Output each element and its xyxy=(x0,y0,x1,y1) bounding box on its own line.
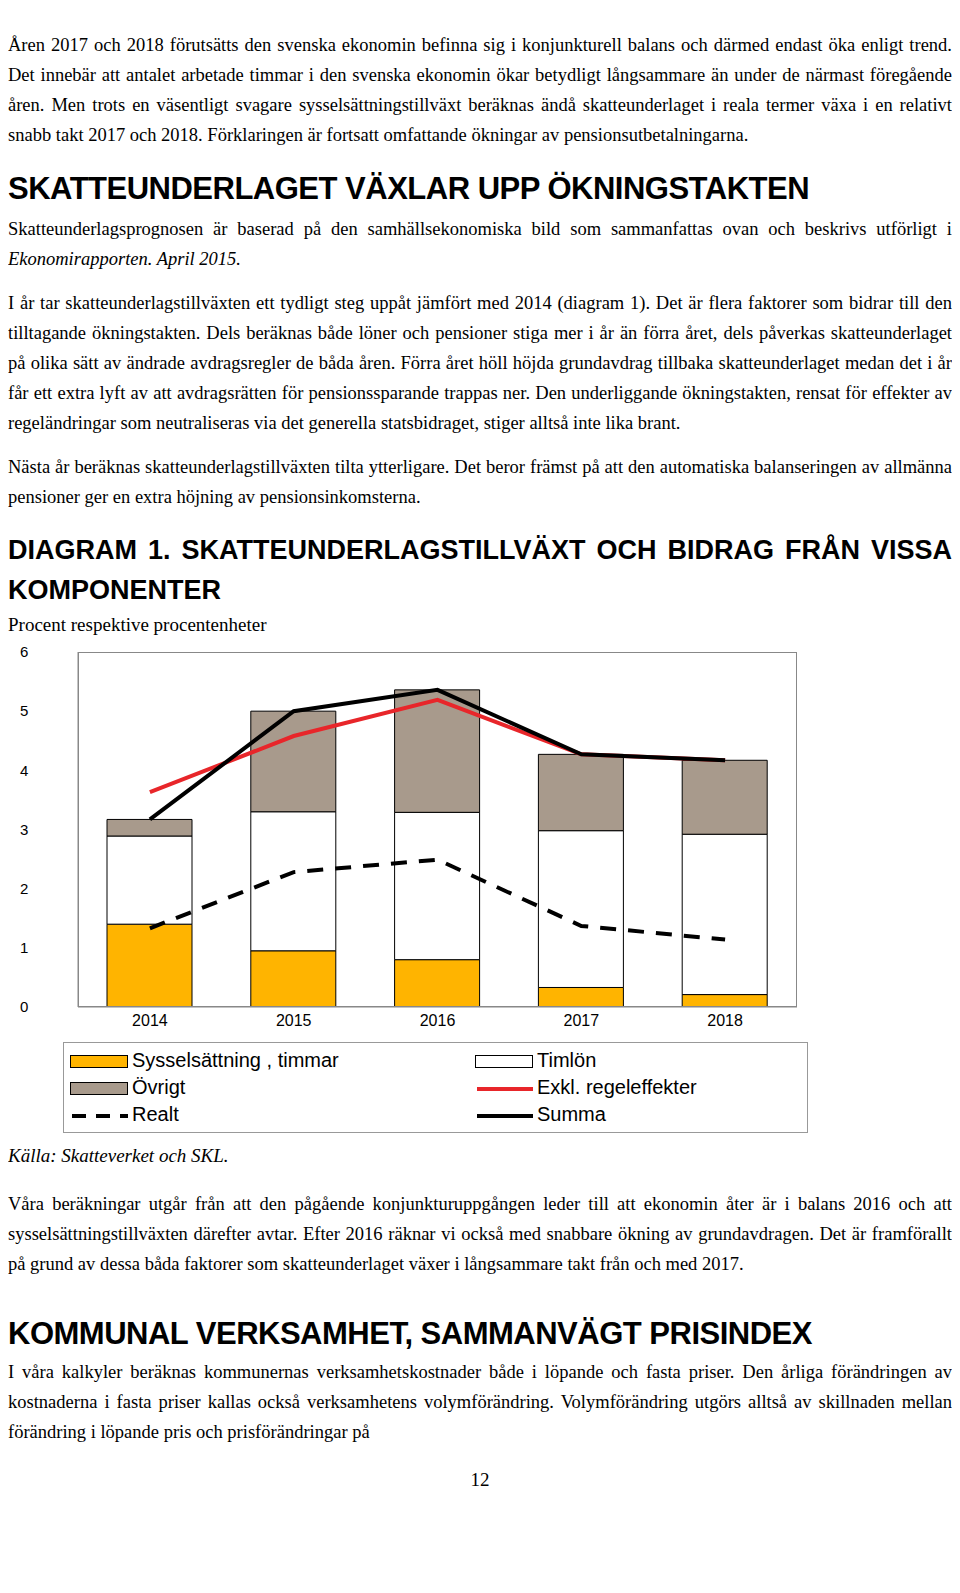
html-text:Åren 2017 och 2018 förutsätts: Åren 2017 och 2018 förutsätts den svensk… xyxy=(8,35,952,145)
svg-text:2014: 2014 xyxy=(132,1012,168,1029)
svg-text:6: 6 xyxy=(20,643,28,660)
svg-text:0: 0 xyxy=(20,998,28,1015)
html-text:Realt: Realt xyxy=(132,1103,179,1125)
html-text:Procent respektive procentenhe: Procent respektive procentenheter xyxy=(8,614,267,635)
html-text:I våra kalkyler beräknas kommu: I våra kalkyler beräknas kommunernas ver… xyxy=(8,1362,952,1442)
html-text:Timlön: Timlön xyxy=(537,1049,597,1071)
html-text:Sysselsättning , timmar: Sysselsättning , timmar xyxy=(132,1049,339,1071)
html-text:DIAGRAM 1. SKATTEUNDERLAGSTILL: DIAGRAM 1. SKATTEUNDERLAGSTILLVÄXT OCH B… xyxy=(8,535,952,605)
html-text:Exkl. regeleffekter: Exkl. regeleffekter xyxy=(537,1076,697,1098)
html-text:Övrigt: Övrigt xyxy=(132,1076,186,1098)
html-text:SKATTEUNDERLAGET VÄXLAR UPP ÖK: SKATTEUNDERLAGET VÄXLAR UPP ÖKNINGSTAKTE… xyxy=(8,171,809,206)
html-text:I år tar skatteunderlagstillvä: I år tar skatteunderlagstillväxten ett t… xyxy=(8,293,952,433)
svg-text:2016: 2016 xyxy=(420,1012,456,1029)
html-text:12: 12 xyxy=(470,1469,490,1490)
svg-text:2018: 2018 xyxy=(707,1012,743,1029)
svg-text:1: 1 xyxy=(20,939,28,956)
svg-text:2015: 2015 xyxy=(276,1012,312,1029)
svg-text:2017: 2017 xyxy=(564,1012,600,1029)
html-text:Ekonomirapporten. April 2015.: Ekonomirapporten. April 2015. xyxy=(8,249,241,269)
html-text:Våra beräkningar utgår från at: Våra beräkningar utgår från att den pågå… xyxy=(8,1194,952,1274)
svg-text:5: 5 xyxy=(20,702,28,719)
html-text:Källa: Skatteverket och SKL.: Källa: Skatteverket och SKL. xyxy=(8,1145,229,1166)
html-text:Summa: Summa xyxy=(537,1103,606,1125)
svg-text:4: 4 xyxy=(20,762,28,779)
html-text:Nästa år beräknas skatteunderl: Nästa år beräknas skatteunderlagstillväx… xyxy=(8,457,952,507)
html-text:Skatteunderlagsprognosen är ba: Skatteunderlagsprognosen är baserad på d… xyxy=(8,219,952,239)
html-text:KOMMUNAL VERKSAMHET, SAMMANVÄG: KOMMUNAL VERKSAMHET, SAMMANVÄGT PRISINDE… xyxy=(8,1316,812,1351)
svg-text:3: 3 xyxy=(20,821,28,838)
svg-text:2: 2 xyxy=(20,880,28,897)
